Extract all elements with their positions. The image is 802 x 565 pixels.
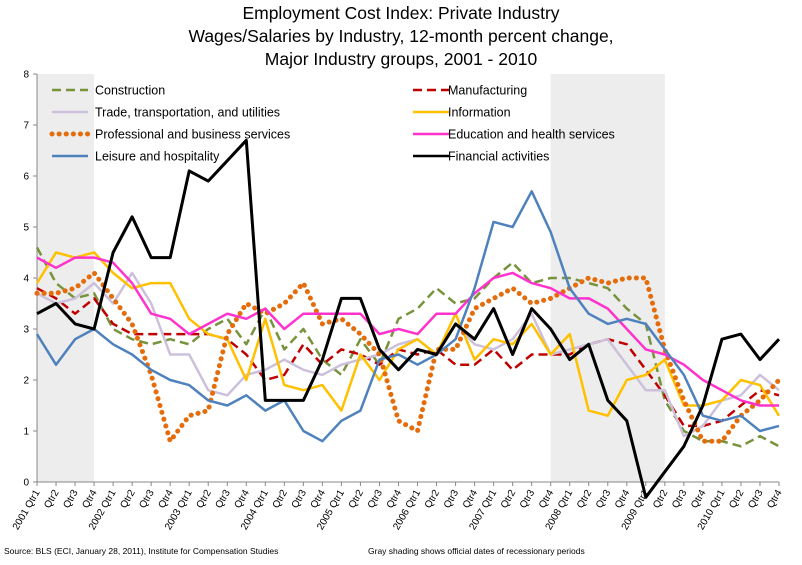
x-tick-label: Qtr4 bbox=[80, 488, 99, 511]
y-tick-label: 5 bbox=[23, 223, 29, 234]
series-line-4 bbox=[35, 251, 781, 417]
x-tick-label: Qtr4 bbox=[765, 488, 784, 511]
x-tick-label: Qtr3 bbox=[746, 488, 765, 511]
x-tick-label: Qtr2 bbox=[423, 488, 442, 511]
x-tick-label: Qtr4 bbox=[157, 488, 176, 511]
x-tick-label: Qtr3 bbox=[61, 488, 80, 511]
series-line-6 bbox=[36, 256, 779, 407]
chart-title-line-1: Employment Cost Index: Private Industry bbox=[242, 3, 560, 23]
x-tick-label: Qtr3 bbox=[518, 488, 537, 511]
x-tick-label: Qtr4 bbox=[613, 488, 632, 511]
x-tick-label: Qtr3 bbox=[290, 488, 309, 511]
legend-label-2: Manufacturing bbox=[448, 84, 527, 98]
x-tick-label: Qtr3 bbox=[366, 488, 385, 511]
x-tick-label: Qtr3 bbox=[594, 488, 613, 511]
legend-label-1: Construction bbox=[95, 84, 165, 98]
x-tick-label: Qtr2 bbox=[575, 488, 594, 511]
source-note: Source: BLS (ECI, January 28, 2011), Ins… bbox=[4, 546, 279, 556]
y-tick-label: 8 bbox=[23, 70, 29, 81]
y-tick-label: 6 bbox=[23, 172, 29, 183]
x-tick-label: Qtr4 bbox=[689, 488, 708, 511]
y-tick-label: 1 bbox=[23, 427, 29, 438]
x-tick-label: Qtr2 bbox=[499, 488, 518, 511]
x-tick-label: Qtr4 bbox=[309, 488, 328, 511]
series-line-8 bbox=[36, 138, 781, 499]
shading-note: Gray shading shows official dates of rec… bbox=[368, 546, 585, 556]
x-tick-label: 2001 Qtr1 bbox=[11, 488, 43, 532]
x-tick-label: Qtr2 bbox=[727, 488, 746, 511]
x-tick-label: Qtr2 bbox=[651, 488, 670, 511]
chart-title: Employment Cost Index: Private Industry … bbox=[0, 2, 802, 71]
series-lines bbox=[34, 138, 782, 499]
y-tick-label: 7 bbox=[23, 121, 29, 132]
x-tick-label: Qtr2 bbox=[347, 488, 366, 511]
x-tick-label: Qtr2 bbox=[195, 488, 214, 511]
recession-band-1 bbox=[37, 74, 95, 482]
x-tick-label: Qtr4 bbox=[461, 488, 480, 511]
legend: Construction Manufacturing Trade, transpor… bbox=[49, 84, 615, 164]
x-tick-label: Qtr3 bbox=[214, 488, 233, 511]
x-tick-label: Qtr3 bbox=[670, 488, 689, 511]
x-tick-label: Qtr4 bbox=[385, 488, 404, 511]
legend-label-4: Information bbox=[448, 106, 511, 120]
chart-title-line-2: Wages/Salaries by Industry, 12-month per… bbox=[188, 26, 614, 46]
x-tick-label: Qtr3 bbox=[137, 488, 156, 511]
y-tick-label: 3 bbox=[23, 325, 29, 336]
x-tick-label: Qtr4 bbox=[537, 488, 556, 511]
legend-label-7: Leisure and hospitality bbox=[95, 150, 220, 164]
chart-title-line-3: Major Industry groups, 2001 - 2010 bbox=[264, 49, 538, 69]
legend-label-6: Education and health services bbox=[448, 128, 615, 142]
legend-label-5: Professional and business services bbox=[95, 128, 290, 142]
y-axis-ticks: 0 1 2 3 4 5 6 7 8 bbox=[23, 70, 37, 489]
x-tick-label: Qtr3 bbox=[442, 488, 461, 511]
y-tick-label: 2 bbox=[23, 376, 29, 387]
x-tick-label: Qtr2 bbox=[271, 488, 290, 511]
x-tick-label: Qtr4 bbox=[233, 488, 252, 511]
series-line-1 bbox=[35, 246, 780, 448]
x-tick-label: Qtr2 bbox=[118, 488, 137, 511]
legend-label-8: Financial activities bbox=[448, 150, 549, 164]
legend-label-3: Trade, transportation, and utilities bbox=[95, 106, 280, 120]
series-line-3 bbox=[36, 271, 780, 438]
x-tick-label: Qtr2 bbox=[42, 488, 61, 511]
y-tick-label: 0 bbox=[23, 478, 29, 489]
y-tick-label: 4 bbox=[23, 274, 29, 285]
